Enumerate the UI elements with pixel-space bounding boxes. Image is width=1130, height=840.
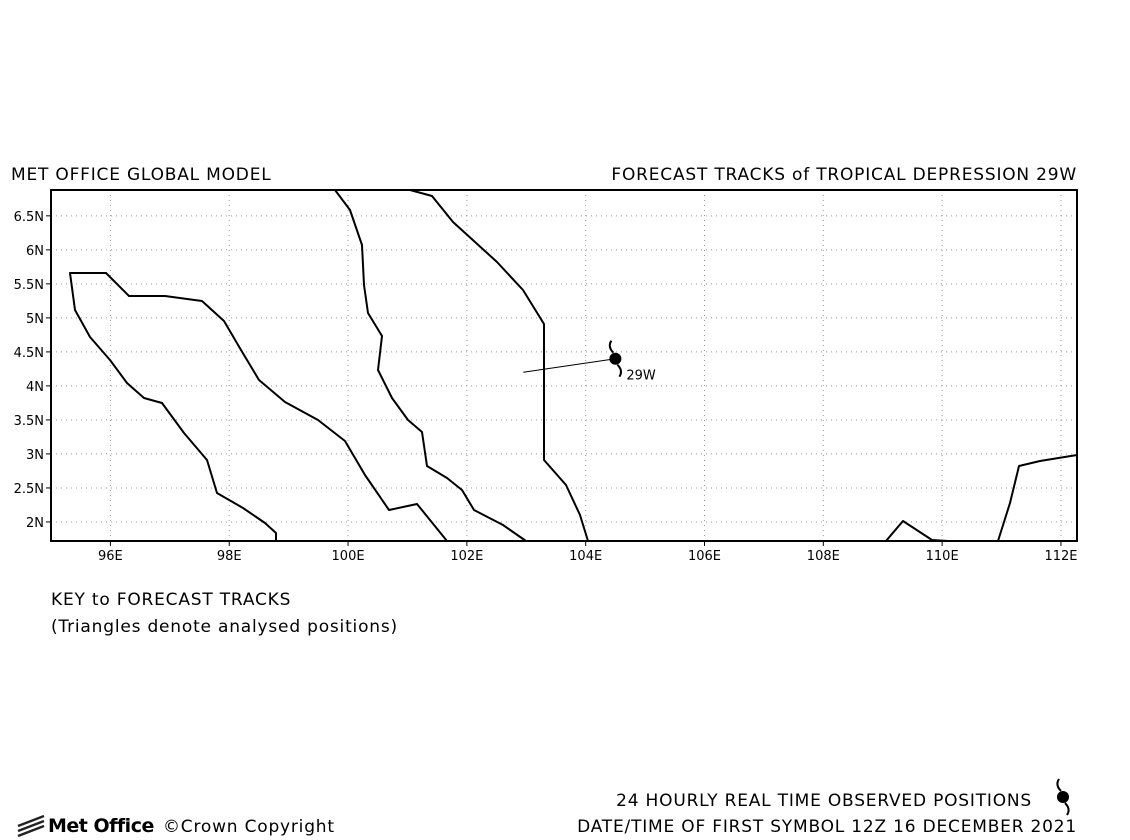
y-tick-label: 6N <box>26 244 44 259</box>
y-tick-label: 6.5N <box>14 210 44 225</box>
observed-label: 24 HOURLY REAL TIME OBSERVED POSITIONS <box>616 791 1032 811</box>
x-tick-label: 108E <box>807 549 840 564</box>
storm-symbol <box>609 352 622 365</box>
storm-position <box>608 340 622 378</box>
forecast-track <box>523 358 616 373</box>
y-tick-label: 4.5N <box>14 346 44 361</box>
legend-storm-symbol <box>1056 778 1070 816</box>
y-tick-label: 5N <box>26 312 44 327</box>
x-tick-label: 96E <box>98 549 123 564</box>
plot-frame <box>50 189 1078 542</box>
y-tick-label: 4N <box>26 380 44 395</box>
left-title: MET OFFICE GLOBAL MODEL <box>11 165 272 185</box>
storm-symbol-arms <box>608 340 622 378</box>
x-tick-label: 102E <box>450 549 483 564</box>
y-tick-label: 5.5N <box>14 278 44 293</box>
y-tick-label: 3.5N <box>14 414 44 429</box>
logo-text: Met Office <box>48 815 154 837</box>
first-symbol-label: DATE/TIME OF FIRST SYMBOL 12Z 16 DECEMBE… <box>577 817 1077 837</box>
x-tick-label: 110E <box>926 549 959 564</box>
x-tick-label: 112E <box>1044 549 1077 564</box>
met-office-logo <box>17 814 45 838</box>
x-tick-label: 104E <box>569 549 602 564</box>
copyright: ©Crown Copyright <box>163 817 335 837</box>
x-tick-label: 106E <box>688 549 721 564</box>
x-tick-label: 98E <box>217 549 242 564</box>
right-title: FORECAST TRACKS of TROPICAL DEPRESSION 2… <box>611 165 1077 185</box>
key-title: KEY to FORECAST TRACKS <box>51 590 291 610</box>
y-tick-label: 2.5N <box>14 482 44 497</box>
x-tick-label: 100E <box>332 549 365 564</box>
y-tick-label: 2N <box>26 516 44 531</box>
storm-label: 29W <box>626 369 656 384</box>
y-tick-label: 3N <box>26 448 44 463</box>
key-note: (Triangles denote analysed positions) <box>51 617 398 637</box>
